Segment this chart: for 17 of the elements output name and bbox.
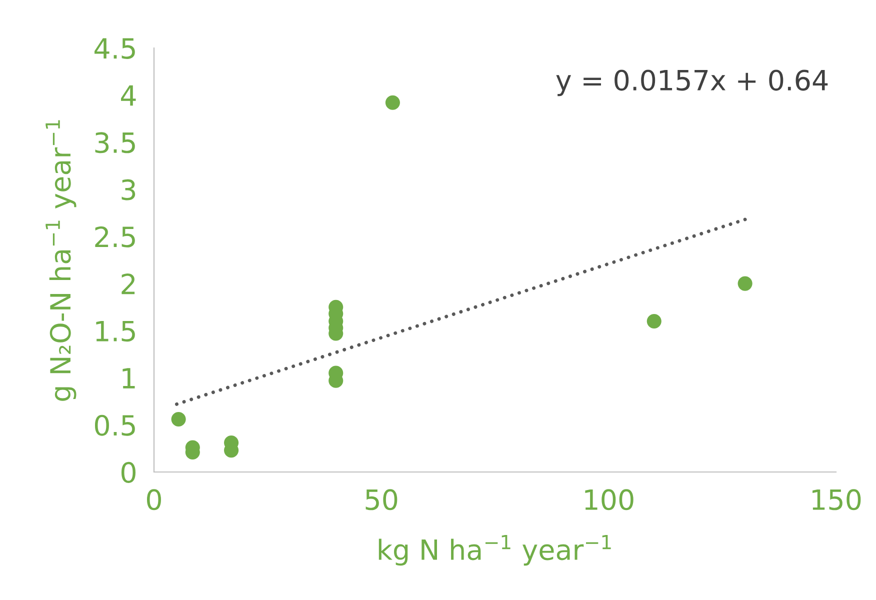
y-axis-title: g N₂O-N ha$^{−1}$ year$^{−1}$ [46, 120, 76, 401]
y-tick-label: 4 [121, 85, 136, 106]
y-tick-label: 3.5 [95, 132, 135, 154]
x-tick-label: 0 [146, 489, 161, 510]
y-tick-label: 3 [122, 179, 136, 200]
y-tick-label: 0.5 [94, 414, 135, 436]
x-tick-label: 100 [585, 489, 634, 510]
y-tick-label: 0 [121, 462, 136, 483]
x-tick-label: 50 [366, 489, 398, 510]
y-tick-label: 1.5 [96, 320, 135, 342]
x-axis-title: kg N ha$^{−1}$ year$^{−1}$ [378, 534, 611, 566]
y-tick-label: 1 [122, 368, 135, 388]
y-tick-label: 4.5 [94, 38, 135, 59]
x-tick-label: 150 [812, 489, 861, 510]
annotation: y = 0.0157x + 0.64 [556, 70, 828, 96]
y-tick-label: 2 [122, 273, 135, 294]
y-tick-label: 2.5 [95, 226, 135, 248]
